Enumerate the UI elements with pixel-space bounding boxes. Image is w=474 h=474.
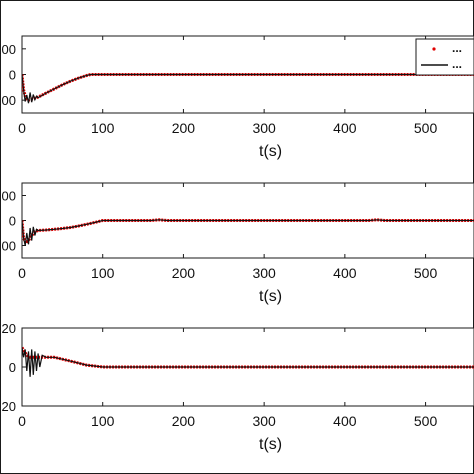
series-line-3-1: [22, 346, 474, 369]
x-tick-label-1: 200: [172, 120, 196, 136]
y-tick-label-2: 100: [0, 239, 16, 254]
x-tick-label-1: 500: [414, 120, 438, 136]
series-line-2-2: [22, 219, 474, 246]
y-tick-label-2: 100: [0, 189, 16, 204]
x-tick-label-3: 300: [252, 413, 276, 429]
x-axis-label-2: t(s): [259, 288, 282, 305]
x-tick-label-3: 200: [172, 413, 196, 429]
x-tick-label-2: 400: [333, 265, 357, 281]
x-tick-label-3: 500: [414, 413, 438, 429]
x-tick-label-1: 0: [18, 120, 26, 136]
x-tick-label-1: 300: [252, 120, 276, 136]
legend-marker-1: [432, 47, 436, 51]
x-tick-label-1: 100: [91, 120, 115, 136]
x-tick-label-2: 200: [172, 265, 196, 281]
x-tick-label-2: 100: [91, 265, 115, 281]
legend-entry-2: ...: [452, 57, 462, 71]
x-tick-label-2: 0: [18, 265, 26, 281]
legend-entry-1: ...: [452, 41, 462, 55]
x-axis-label-3: t(s): [259, 436, 282, 453]
x-tick-label-3: 400: [333, 413, 357, 429]
y-tick-label-1: 0: [9, 68, 16, 83]
series-line-1-2: [22, 73, 474, 104]
y-tick-label-3: 20: [2, 321, 16, 336]
y-tick-label-3: 0: [9, 360, 16, 375]
y-tick-label-1: 100: [0, 42, 16, 57]
y-tick-label-2: 0: [9, 214, 16, 229]
series-line-3-2: [22, 347, 474, 377]
x-tick-label-1: 400: [333, 120, 357, 136]
x-tick-label-2: 500: [414, 265, 438, 281]
x-axis-label-1: t(s): [259, 143, 282, 160]
x-tick-label-3: 100: [91, 413, 115, 429]
y-tick-label-3: 20: [2, 399, 16, 414]
y-tick-label-1: 100: [0, 93, 16, 108]
legend-box: [415, 38, 474, 76]
x-tick-label-2: 300: [252, 265, 276, 281]
x-tick-label-3: 0: [18, 413, 26, 429]
